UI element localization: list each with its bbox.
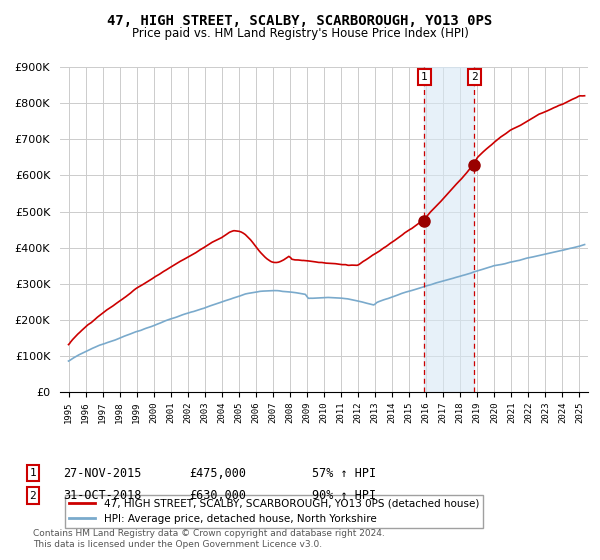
Legend: 47, HIGH STREET, SCALBY, SCARBOROUGH, YO13 0PS (detached house), HPI: Average pr: 47, HIGH STREET, SCALBY, SCARBOROUGH, YO…: [65, 494, 483, 528]
Text: 31-OCT-2018: 31-OCT-2018: [63, 489, 142, 502]
Text: 1: 1: [29, 468, 37, 478]
Text: £630,000: £630,000: [189, 489, 246, 502]
Text: 90% ↑ HPI: 90% ↑ HPI: [312, 489, 376, 502]
Text: £475,000: £475,000: [189, 466, 246, 480]
Text: 2: 2: [29, 491, 37, 501]
Text: 57% ↑ HPI: 57% ↑ HPI: [312, 466, 376, 480]
Text: 2: 2: [471, 72, 478, 82]
Text: Price paid vs. HM Land Registry's House Price Index (HPI): Price paid vs. HM Land Registry's House …: [131, 27, 469, 40]
Text: 47, HIGH STREET, SCALBY, SCARBOROUGH, YO13 0PS: 47, HIGH STREET, SCALBY, SCARBOROUGH, YO…: [107, 14, 493, 28]
Bar: [424, 67, 475, 392]
Text: 1: 1: [421, 72, 428, 82]
Text: 27-NOV-2015: 27-NOV-2015: [63, 466, 142, 480]
Text: Contains HM Land Registry data © Crown copyright and database right 2024.
This d: Contains HM Land Registry data © Crown c…: [33, 529, 385, 549]
